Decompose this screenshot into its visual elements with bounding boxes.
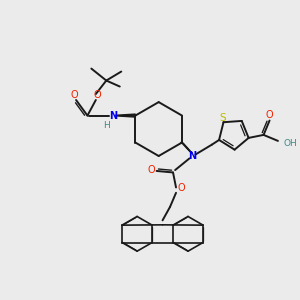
Text: O: O xyxy=(148,165,156,176)
Polygon shape xyxy=(116,114,135,117)
Text: O: O xyxy=(93,90,101,100)
Text: O: O xyxy=(266,110,273,120)
Text: O: O xyxy=(177,183,185,193)
Text: O: O xyxy=(71,90,78,100)
Text: N: N xyxy=(109,111,117,121)
Text: OH: OH xyxy=(283,140,297,148)
Text: S: S xyxy=(220,113,226,123)
Polygon shape xyxy=(181,142,193,154)
Text: N: N xyxy=(188,151,196,161)
Text: H: H xyxy=(103,121,110,130)
